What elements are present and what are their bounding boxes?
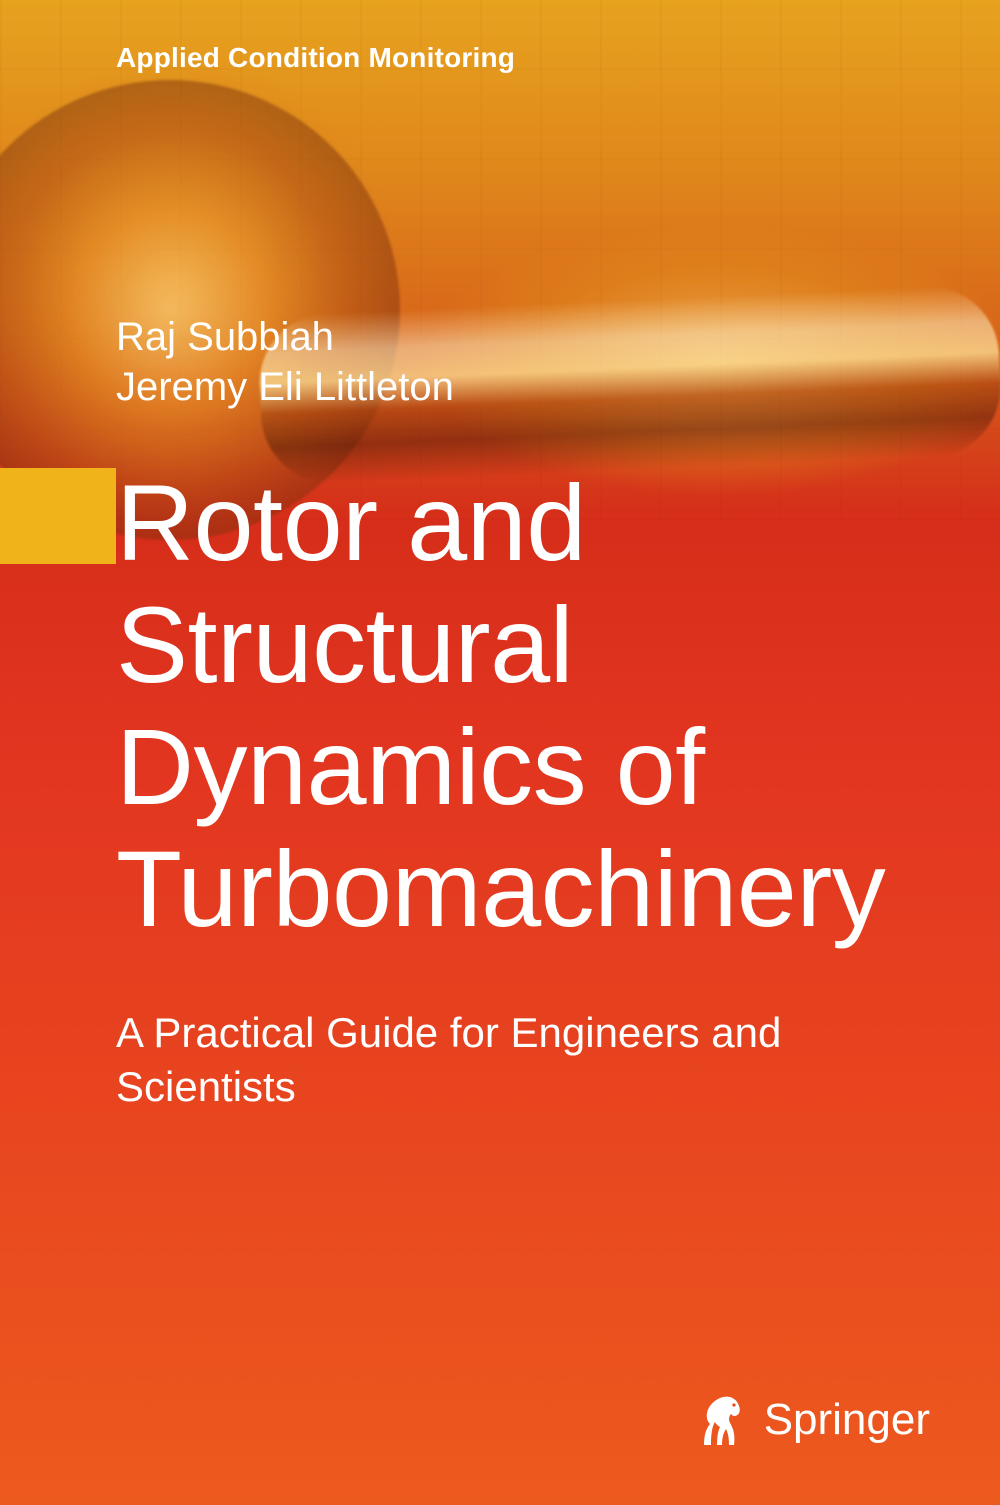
title-line: Dynamics of [116,706,885,828]
publisher-name: Springer [764,1395,930,1445]
title-line: Structural [116,584,885,706]
book-title: Rotor and Structural Dynamics of Turboma… [116,462,885,950]
series-label: Applied Condition Monitoring [116,42,515,74]
authors-block: Raj Subbiah Jeremy Eli Littleton [116,312,454,412]
accent-bar [0,468,116,564]
author-name: Jeremy Eli Littleton [116,362,454,412]
author-name: Raj Subbiah [116,312,454,362]
title-line: Rotor and [116,462,885,584]
springer-horse-icon [696,1391,748,1449]
book-subtitle: A Practical Guide for Engineers and Scie… [116,1006,781,1114]
publisher-block: Springer [696,1391,930,1449]
subtitle-line: Scientists [116,1060,781,1114]
subtitle-line: A Practical Guide for Engineers and [116,1006,781,1060]
title-line: Turbomachinery [116,828,885,950]
